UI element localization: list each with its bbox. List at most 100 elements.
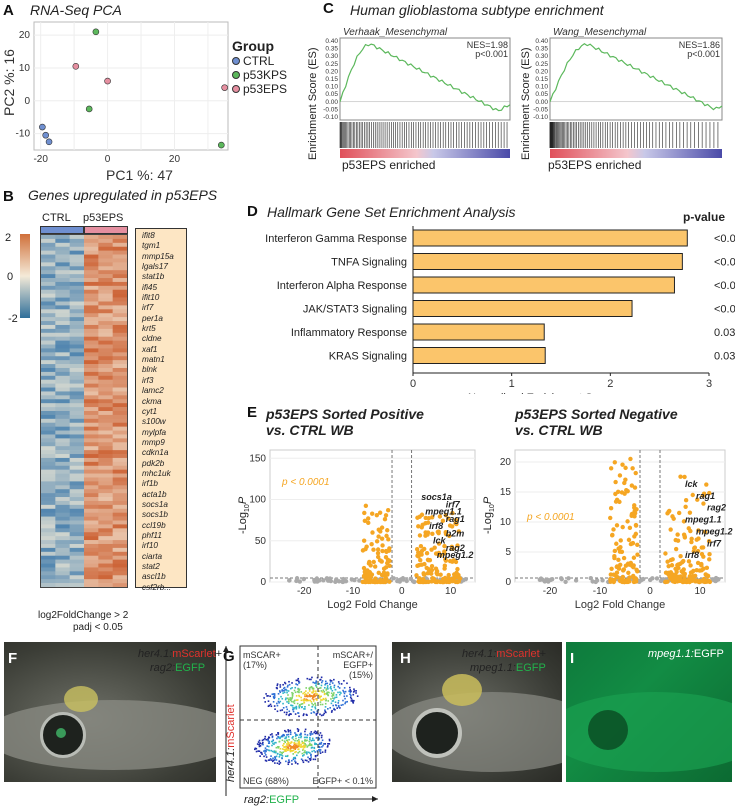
heatmap-cell: [55, 250, 70, 255]
volcano-point-sig: [383, 548, 389, 554]
heatmap-cell: [41, 238, 56, 244]
flow-event: [304, 742, 306, 745]
heatmap-cell: [41, 367, 56, 373]
flow-event: [279, 709, 282, 712]
flow-q-topright-2: EGFP+: [343, 660, 373, 670]
heatmap-cell: [98, 324, 113, 330]
flow-event: [296, 734, 299, 736]
flow-event: [294, 762, 297, 764]
heatmap-cell: [55, 278, 70, 283]
heatmap-cell: [84, 281, 99, 287]
heatmap-cell: [112, 555, 127, 560]
flow-event: [293, 756, 295, 759]
volcano-gene-label: mpeg1.2: [437, 550, 474, 560]
gene-label: ifit10: [142, 293, 160, 303]
flow-event: [315, 698, 317, 700]
volcano-point-sig: [385, 507, 391, 513]
volcano-point-sig: [433, 566, 439, 571]
heatmap-cell: [98, 512, 113, 517]
flow-event: [306, 698, 308, 701]
heatmap-cell: [84, 317, 99, 322]
volcano-point-sig: [450, 546, 455, 552]
flow-event: [273, 758, 276, 761]
heatmap-cell: [69, 266, 85, 271]
volcano-point-ns: [321, 578, 326, 583]
heatmap-cell: [98, 246, 113, 251]
heatmap-cell: [69, 262, 85, 267]
heatmap-cell: [69, 379, 85, 384]
heatmap-cell: [112, 567, 127, 572]
flow-event: [318, 696, 321, 698]
flow-event: [303, 751, 306, 754]
flow-event: [294, 747, 296, 750]
volcano-point-sig: [426, 579, 431, 585]
flow-event: [311, 676, 313, 679]
volcano-point-sig: [675, 532, 680, 537]
flow-event: [291, 696, 294, 699]
flow-event: [285, 706, 288, 708]
volcano-point-sig: [612, 460, 617, 465]
flow-event: [296, 699, 299, 701]
volcano-point-sig: [686, 559, 692, 564]
flow-event: [326, 682, 329, 685]
flow-event: [276, 704, 279, 707]
heatmap-cell: [55, 364, 70, 369]
flow-event: [310, 709, 313, 711]
volcano-point-sig: [692, 545, 697, 551]
heatmap-cell: [84, 489, 99, 494]
volcano-point-sig: [623, 465, 628, 471]
heatmap-cell: [84, 235, 99, 240]
flow-event: [279, 700, 282, 703]
volcano-point-sig: [689, 570, 695, 575]
heatmap-cell: [84, 461, 99, 467]
volcano-ytick: 50: [255, 536, 267, 547]
heatmap-cell: [112, 579, 127, 584]
heatmap-cell: [55, 583, 70, 587]
flow-event: [330, 685, 332, 688]
heatmap-cell: [112, 293, 127, 298]
gsea-left-xlabel: p53EPS enriched: [342, 158, 436, 172]
volcano-point-sig: [386, 537, 391, 542]
heatmap-cell: [84, 469, 99, 474]
flow-event: [297, 751, 299, 754]
heatmap-cell: [55, 555, 70, 560]
flow-event: [330, 692, 333, 695]
heatmap-cell: [69, 473, 85, 478]
gene-label: phf11: [142, 530, 162, 540]
volcano-point-sig: [422, 546, 427, 552]
flow-event: [306, 694, 308, 697]
heatmap-cell: [55, 242, 70, 248]
heatmap-cell: [112, 512, 127, 517]
heatmap-cell: [98, 504, 113, 510]
heatmap-cell: [84, 520, 99, 525]
heatmap-cell: [98, 242, 113, 248]
heatmap-cell: [112, 321, 127, 326]
flow-event: [306, 736, 309, 739]
volcano-point-sig: [689, 536, 694, 541]
gsea-rank-bar: [340, 149, 510, 158]
flow-event: [277, 700, 280, 703]
flow-event: [279, 753, 281, 756]
flow-event: [328, 743, 331, 745]
heatmap-cell: [55, 352, 70, 357]
flow-event: [315, 690, 317, 693]
flow-event: [311, 739, 314, 742]
flow-event: [306, 695, 309, 698]
flow-event: [271, 733, 273, 735]
heatmap-col-eps: p53EPS: [83, 212, 124, 224]
flow-event: [346, 700, 348, 703]
gsea-ytick: 0.35: [325, 46, 338, 53]
heatmap-cell: [55, 379, 70, 384]
flow-event: [309, 695, 312, 698]
volcano-point-sig: [613, 499, 619, 504]
flow-event: [350, 694, 352, 697]
volcano-xtick: 10: [445, 586, 457, 597]
heatmap-cell: [98, 524, 113, 529]
heatmap-cell: [55, 536, 70, 541]
volcano-xtick: -10: [593, 586, 608, 597]
hallmark-pvalue: <0.001: [714, 304, 735, 316]
heatmap-cell: [41, 540, 56, 545]
volcano-point-sig: [616, 566, 622, 571]
gsea-ytick: -0.10: [533, 114, 548, 121]
